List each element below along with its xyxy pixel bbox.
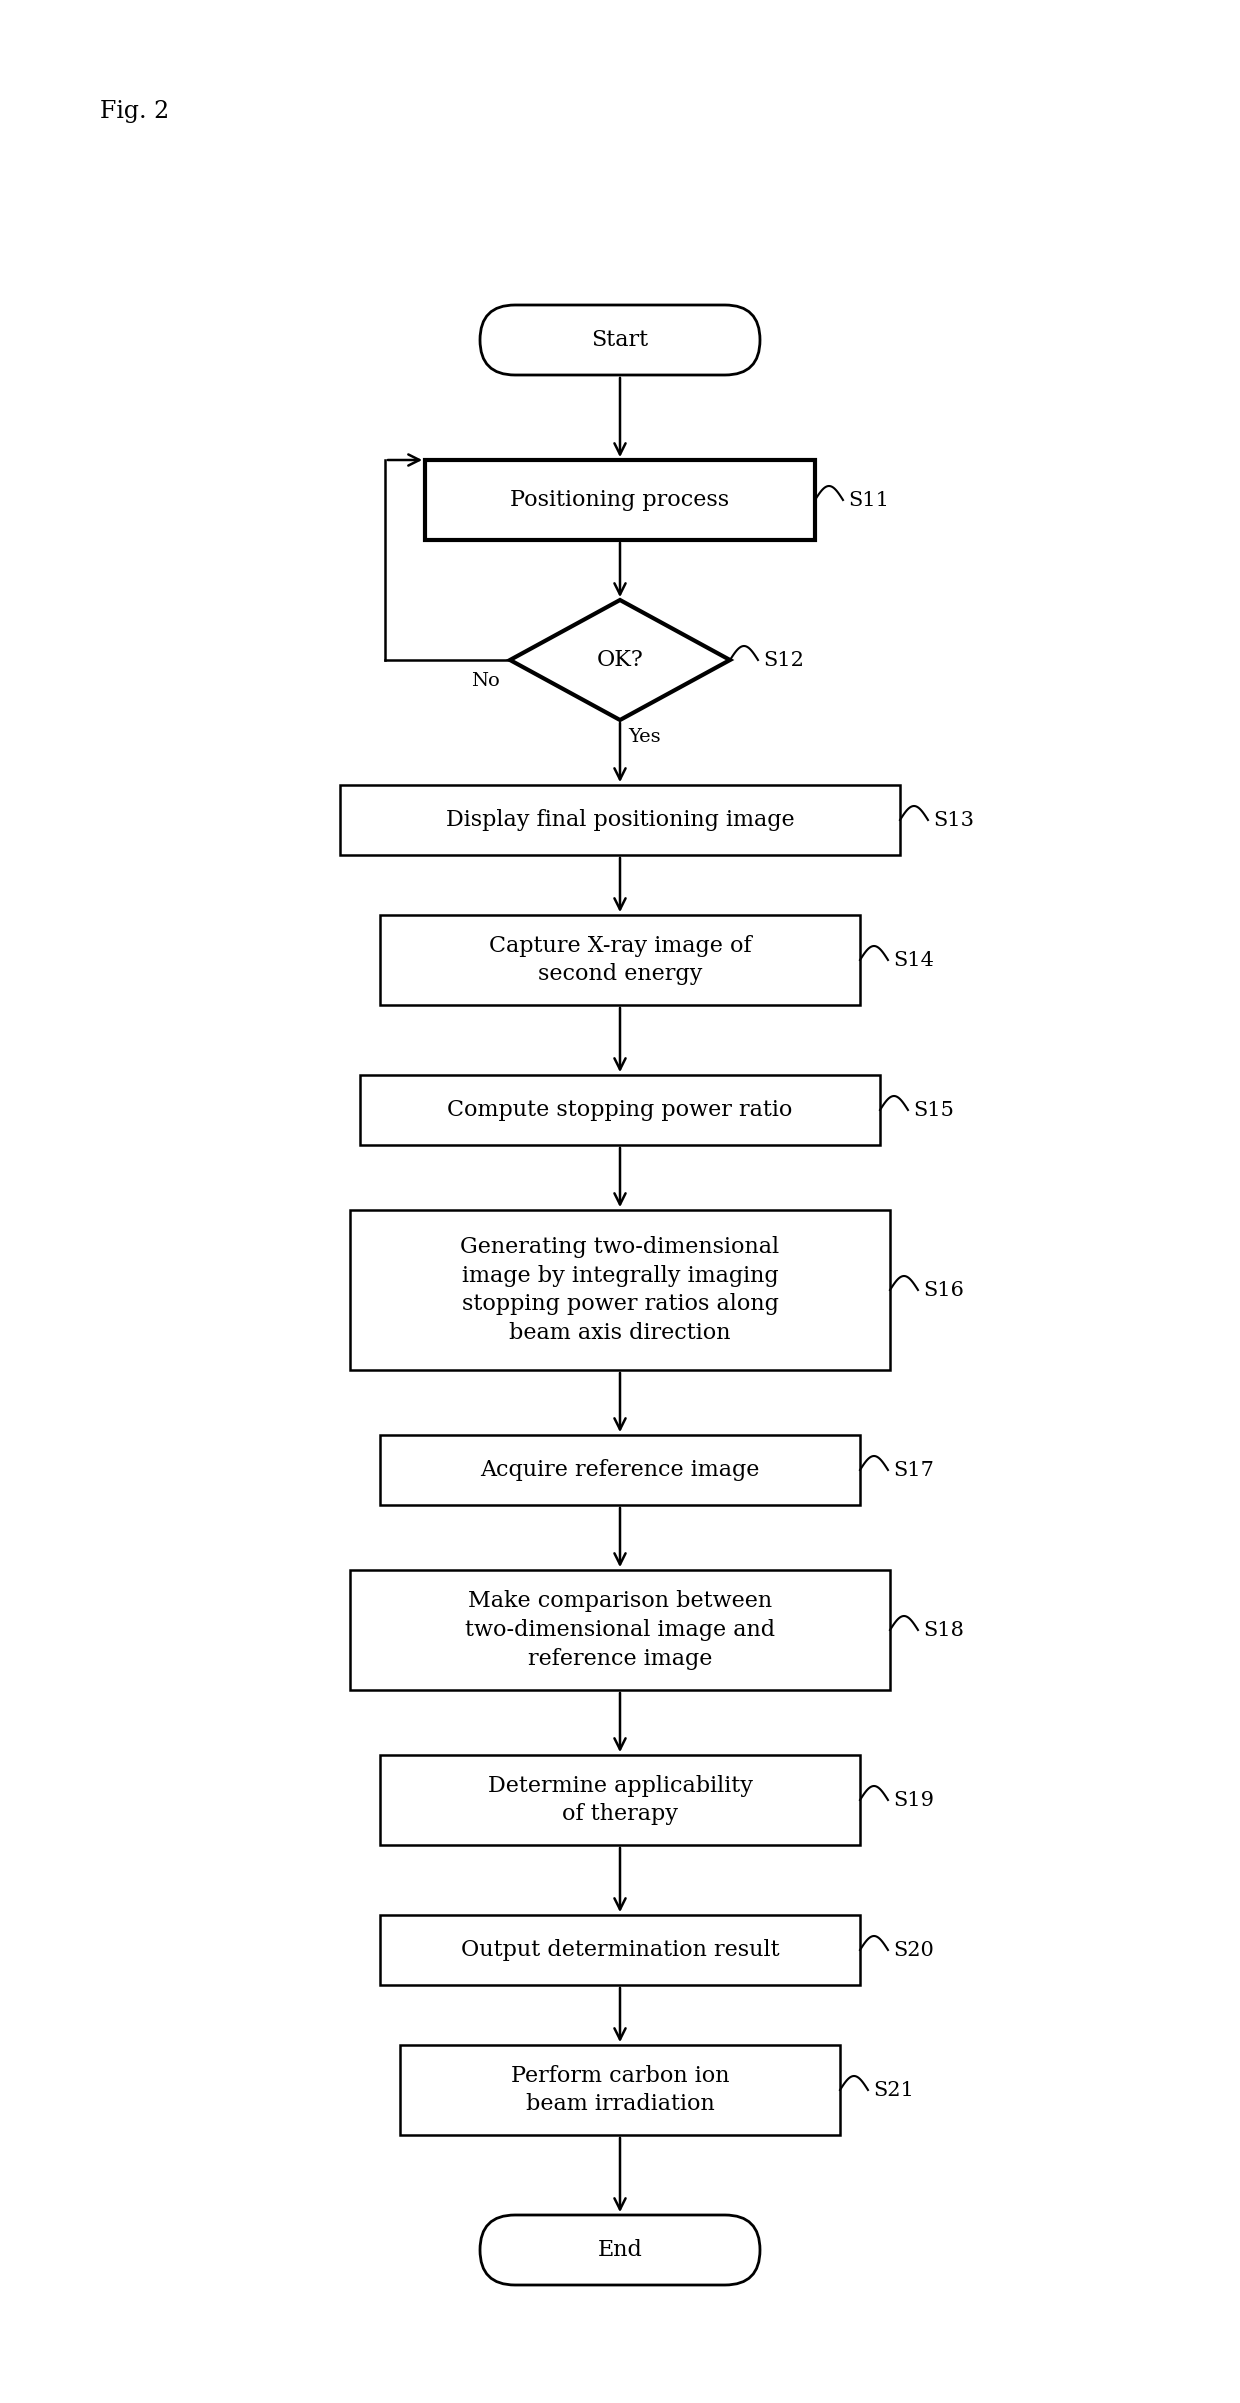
Bar — [379, 1435, 861, 1504]
Bar — [350, 1569, 890, 1689]
Text: S14: S14 — [893, 952, 934, 968]
Text: No: No — [471, 673, 500, 690]
Bar — [401, 2045, 839, 2134]
Text: S15: S15 — [913, 1101, 954, 1120]
Text: Start: Start — [591, 329, 649, 351]
Text: S19: S19 — [893, 1790, 934, 1809]
Bar — [350, 1211, 890, 1370]
Text: Make comparison between
two-dimensional image and
reference image: Make comparison between two-dimensional … — [465, 1591, 775, 1670]
Text: Yes: Yes — [627, 728, 661, 745]
Text: S13: S13 — [932, 810, 973, 829]
Text: Capture X-ray image of
second energy: Capture X-ray image of second energy — [489, 935, 751, 985]
Text: OK?: OK? — [596, 649, 644, 670]
Bar — [379, 1915, 861, 1985]
Text: Compute stopping power ratio: Compute stopping power ratio — [448, 1098, 792, 1122]
Text: S11: S11 — [848, 490, 889, 509]
Polygon shape — [510, 601, 730, 721]
Text: Display final positioning image: Display final positioning image — [445, 810, 795, 831]
Bar — [379, 1754, 861, 1846]
Text: End: End — [598, 2240, 642, 2261]
Text: Output determination result: Output determination result — [461, 1939, 779, 1961]
Text: S12: S12 — [763, 651, 804, 670]
Text: Fig. 2: Fig. 2 — [100, 101, 169, 123]
Text: Perform carbon ion
beam irradiation: Perform carbon ion beam irradiation — [511, 2064, 729, 2115]
Text: S17: S17 — [893, 1461, 934, 1480]
Bar — [379, 916, 861, 1004]
FancyBboxPatch shape — [480, 305, 760, 375]
Text: S16: S16 — [923, 1281, 963, 1300]
Bar — [425, 459, 815, 541]
Text: Generating two-dimensional
image by integrally imaging
stopping power ratios alo: Generating two-dimensional image by inte… — [460, 1235, 780, 1343]
FancyBboxPatch shape — [480, 2216, 760, 2285]
Bar — [360, 1074, 880, 1144]
Text: Positioning process: Positioning process — [511, 488, 729, 512]
Bar — [340, 786, 900, 855]
Text: S18: S18 — [923, 1620, 963, 1639]
Text: S21: S21 — [873, 2081, 914, 2100]
Text: Acquire reference image: Acquire reference image — [480, 1459, 760, 1480]
Text: Determine applicability
of therapy: Determine applicability of therapy — [487, 1773, 753, 1826]
Text: S20: S20 — [893, 1942, 934, 1958]
